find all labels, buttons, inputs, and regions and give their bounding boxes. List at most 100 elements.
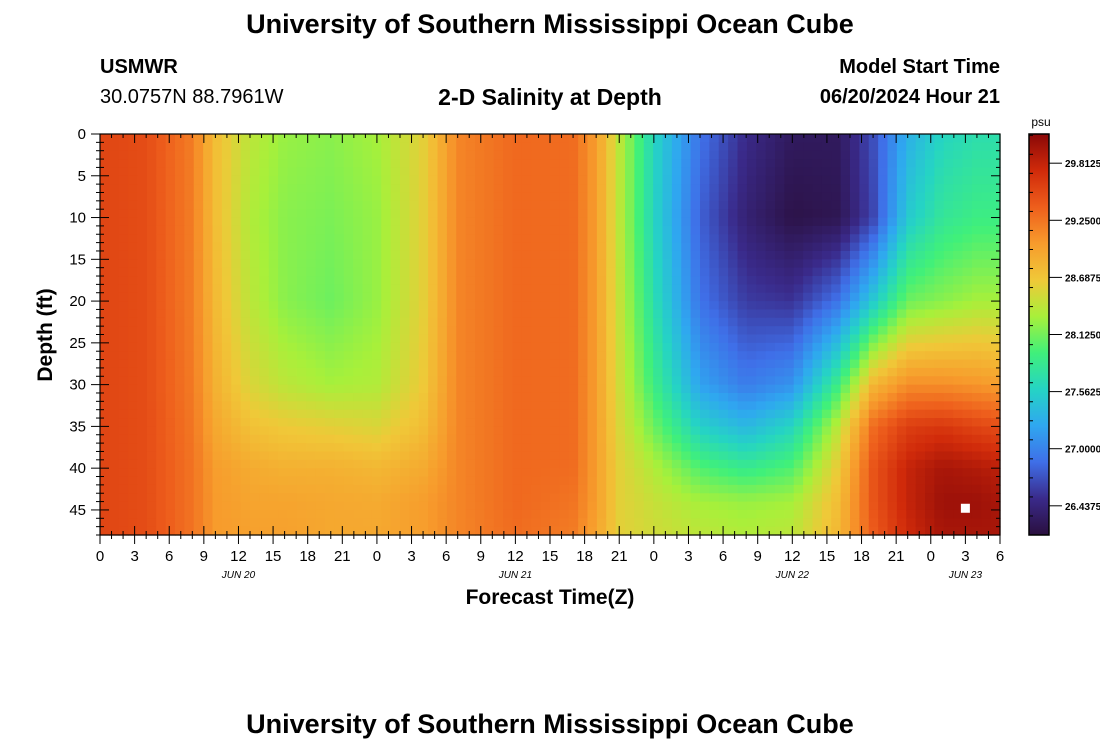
heatmap-cell: [859, 326, 870, 336]
heatmap-cell: [990, 267, 1001, 277]
heatmap-cell: [953, 200, 964, 210]
heatmap-cell: [596, 509, 607, 519]
heatmap-cell: [981, 476, 992, 486]
heatmap-cell: [737, 493, 748, 503]
heatmap-cell: [934, 317, 945, 327]
heatmap-cell: [175, 192, 185, 202]
heatmap-cell: [634, 301, 645, 311]
heatmap-cell: [371, 484, 382, 494]
heatmap-cell: [934, 367, 945, 377]
heatmap-cell: [400, 493, 410, 503]
heatmap-cell: [925, 526, 935, 536]
heatmap-cell: [296, 276, 307, 285]
heatmap-cell: [784, 518, 795, 528]
heatmap-cell: [559, 476, 570, 486]
heatmap-cell: [118, 184, 129, 194]
heatmap-cell: [737, 175, 748, 185]
heatmap-cell: [971, 217, 982, 227]
heatmap-cell: [681, 259, 692, 269]
heatmap-cell: [428, 384, 439, 394]
heatmap-cell: [887, 225, 898, 235]
heatmap-cell: [390, 392, 401, 402]
heatmap-cell: [821, 401, 832, 411]
heatmap-cell: [250, 150, 260, 160]
heatmap-cell: [915, 426, 926, 436]
heatmap-cell: [887, 468, 898, 478]
heatmap-cell: [550, 317, 560, 327]
heatmap-cell: [850, 418, 860, 427]
heatmap-cell: [428, 443, 439, 453]
heatmap-cell: [484, 159, 495, 169]
heatmap-cell: [221, 384, 232, 394]
heatmap-cell: [146, 384, 157, 394]
heatmap-cell: [475, 426, 485, 436]
heatmap-cell: [671, 443, 682, 453]
heatmap-cell: [943, 459, 954, 469]
heatmap-cell: [203, 142, 214, 152]
heatmap-cell: [287, 192, 298, 202]
heatmap-cell: [878, 518, 889, 528]
heatmap-cell: [746, 376, 757, 386]
heatmap-cell: [250, 434, 260, 444]
heatmap-cell: [653, 209, 664, 219]
heatmap-cell: [850, 234, 860, 244]
heatmap-cell: [109, 501, 120, 511]
heatmap-cell: [746, 476, 757, 486]
heatmap-cell: [465, 518, 476, 528]
heatmap-cell: [456, 518, 467, 528]
heatmap-cell: [296, 192, 307, 202]
heatmap-cell: [728, 167, 739, 177]
heatmap-cell: [531, 200, 542, 210]
heatmap-cell: [128, 167, 139, 177]
heatmap-cell: [812, 451, 823, 461]
heatmap-cell: [250, 309, 260, 319]
heatmap-cell: [100, 426, 110, 436]
heatmap-cell: [578, 292, 589, 302]
heatmap-cell: [418, 501, 429, 511]
heatmap-cell: [531, 484, 542, 494]
heatmap-cell: [512, 484, 523, 494]
heatmap-cell: [606, 376, 617, 386]
heatmap-cell: [625, 167, 635, 177]
heatmap-cell: [840, 167, 851, 177]
heatmap-cell: [990, 342, 1001, 352]
heatmap-cell: [315, 267, 326, 277]
heatmap-cell: [503, 167, 514, 177]
heatmap-cell: [465, 451, 476, 461]
heatmap-cell: [240, 501, 251, 511]
heatmap-cell: [175, 509, 185, 519]
heatmap-cell: [325, 526, 335, 536]
heatmap-cell: [737, 359, 748, 369]
heatmap-cell: [587, 217, 598, 227]
heatmap-cell: [362, 392, 373, 402]
heatmap-cell: [231, 468, 242, 478]
heatmap-cell: [221, 292, 232, 302]
heatmap-cell: [643, 384, 654, 394]
heatmap-cell: [250, 242, 260, 252]
heatmap-cell: [250, 476, 260, 486]
heatmap-cell: [859, 276, 870, 285]
heatmap-cell: [868, 209, 879, 219]
heatmap-cell: [671, 159, 682, 169]
heatmap-cell: [971, 367, 982, 377]
heatmap-cell: [137, 242, 148, 252]
heatmap-cell: [521, 209, 532, 219]
heatmap-cell: [137, 217, 148, 227]
heatmap-cell: [146, 359, 157, 369]
heatmap-cell: [850, 284, 860, 294]
heatmap-cell: [990, 150, 1001, 160]
heatmap-cell: [343, 134, 354, 143]
heatmap-cell: [184, 259, 195, 269]
heatmap-cell: [990, 359, 1001, 369]
heatmap-cell: [109, 167, 120, 177]
heatmap-cell: [503, 234, 514, 244]
heatmap-cell: [409, 267, 420, 277]
heatmap-cell: [634, 518, 645, 528]
heatmap-cell: [165, 509, 176, 519]
heatmap-cell: [662, 459, 673, 469]
heatmap-cell: [840, 150, 851, 160]
heatmap-cell: [943, 317, 954, 327]
heatmap-cell: [315, 250, 326, 260]
heatmap-cell: [737, 434, 748, 444]
heatmap-cell: [775, 326, 785, 336]
